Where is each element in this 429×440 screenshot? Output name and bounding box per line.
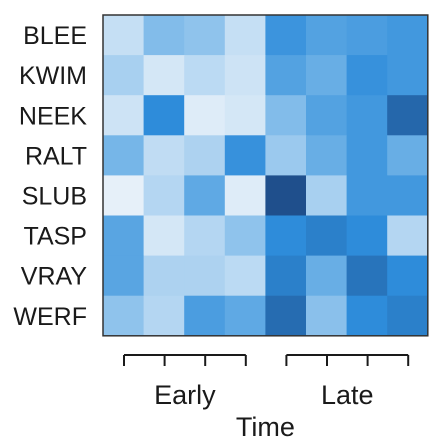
row-label: TASP bbox=[24, 223, 87, 251]
heatmap-cell bbox=[346, 175, 388, 216]
heatmap-cell bbox=[224, 215, 266, 257]
heatmap-cell bbox=[387, 15, 429, 56]
heatmap-cell bbox=[306, 55, 348, 96]
heatmap-cells bbox=[103, 15, 429, 337]
heatmap-cell bbox=[265, 215, 307, 257]
heatmap-cell bbox=[184, 295, 226, 337]
heatmap-cell bbox=[387, 135, 429, 176]
heatmap-cell bbox=[265, 15, 307, 56]
heatmap-cell bbox=[184, 95, 226, 136]
heatmap-cell bbox=[387, 55, 429, 96]
heatmap-cell bbox=[103, 15, 145, 56]
heatmap-cell bbox=[265, 175, 307, 216]
heatmap-cell bbox=[387, 175, 429, 216]
heatmap-cell bbox=[265, 255, 307, 297]
heatmap-cell bbox=[306, 175, 348, 216]
row-label: KWIM bbox=[19, 62, 87, 90]
row-labels: BLEE KWIM NEEK RALT SLUB TASP VRAY WERF bbox=[13, 22, 87, 331]
heatmap-cell bbox=[346, 295, 388, 337]
heatmap-cell bbox=[103, 135, 145, 176]
row-label: WERF bbox=[13, 303, 87, 331]
heatmap-cell bbox=[224, 95, 266, 136]
row-label: RALT bbox=[25, 142, 87, 170]
heatmap-cell bbox=[103, 175, 145, 216]
heatmap-cell bbox=[224, 55, 266, 96]
heatmap-cell bbox=[306, 255, 348, 297]
heatmap-cell bbox=[265, 55, 307, 96]
heatmap-cell bbox=[265, 135, 307, 176]
row-label: SLUB bbox=[22, 182, 87, 210]
heatmap-cell bbox=[103, 55, 145, 96]
heatmap-cell bbox=[143, 215, 185, 257]
heatmap-cell bbox=[306, 95, 348, 136]
heatmap-cell bbox=[306, 295, 348, 337]
heatmap-cell bbox=[184, 215, 226, 257]
heatmap-cell bbox=[265, 295, 307, 337]
heatmap-cell bbox=[143, 95, 185, 136]
heatmap-cell bbox=[346, 55, 388, 96]
heatmap-cell bbox=[346, 135, 388, 176]
row-label: VRAY bbox=[21, 263, 88, 291]
heatmap-cell bbox=[346, 215, 388, 257]
heatmap-cell bbox=[265, 95, 307, 136]
heatmap-cell bbox=[224, 135, 266, 176]
heatmap-cell bbox=[387, 215, 429, 257]
heatmap-cell bbox=[306, 215, 348, 257]
heatmap-cell bbox=[143, 175, 185, 216]
heatmap-cell bbox=[143, 295, 185, 337]
heatmap-cell bbox=[387, 255, 429, 297]
row-label: BLEE bbox=[23, 22, 87, 50]
row-label: NEEK bbox=[19, 102, 87, 130]
heatmap-cell bbox=[346, 95, 388, 136]
x-axis: Early Late bbox=[123, 354, 410, 410]
heatmap-cell bbox=[387, 295, 429, 337]
heatmap-cell bbox=[103, 95, 145, 136]
plot-frame bbox=[102, 14, 429, 337]
heatmap-cell bbox=[143, 255, 185, 297]
group-label: Early bbox=[154, 380, 216, 410]
heatmap-cell bbox=[143, 55, 185, 96]
group-label: Late bbox=[321, 380, 374, 410]
heatmap-cell bbox=[306, 135, 348, 176]
heatmap-cell bbox=[306, 15, 348, 56]
heatmap-cell bbox=[346, 255, 388, 297]
x-axis-title: Time bbox=[236, 412, 295, 440]
heatmap-cell bbox=[143, 15, 185, 56]
heatmap-cell bbox=[184, 255, 226, 297]
heatmap-cell bbox=[387, 95, 429, 136]
heatmap-cell bbox=[184, 15, 226, 56]
heatmap-cell bbox=[184, 175, 226, 216]
heatmap-cell bbox=[103, 215, 145, 257]
heatmap-cell bbox=[224, 255, 266, 297]
heatmap-cell bbox=[103, 255, 145, 297]
heatmap-cell bbox=[103, 295, 145, 337]
heatmap-cell bbox=[224, 15, 266, 56]
heatmap-cell bbox=[346, 15, 388, 56]
heatmap-cell bbox=[184, 55, 226, 96]
heatmap-cell bbox=[143, 135, 185, 176]
heatmap-cell bbox=[224, 175, 266, 216]
heatmap-cell bbox=[184, 135, 226, 176]
heatmap-cell bbox=[224, 295, 266, 337]
